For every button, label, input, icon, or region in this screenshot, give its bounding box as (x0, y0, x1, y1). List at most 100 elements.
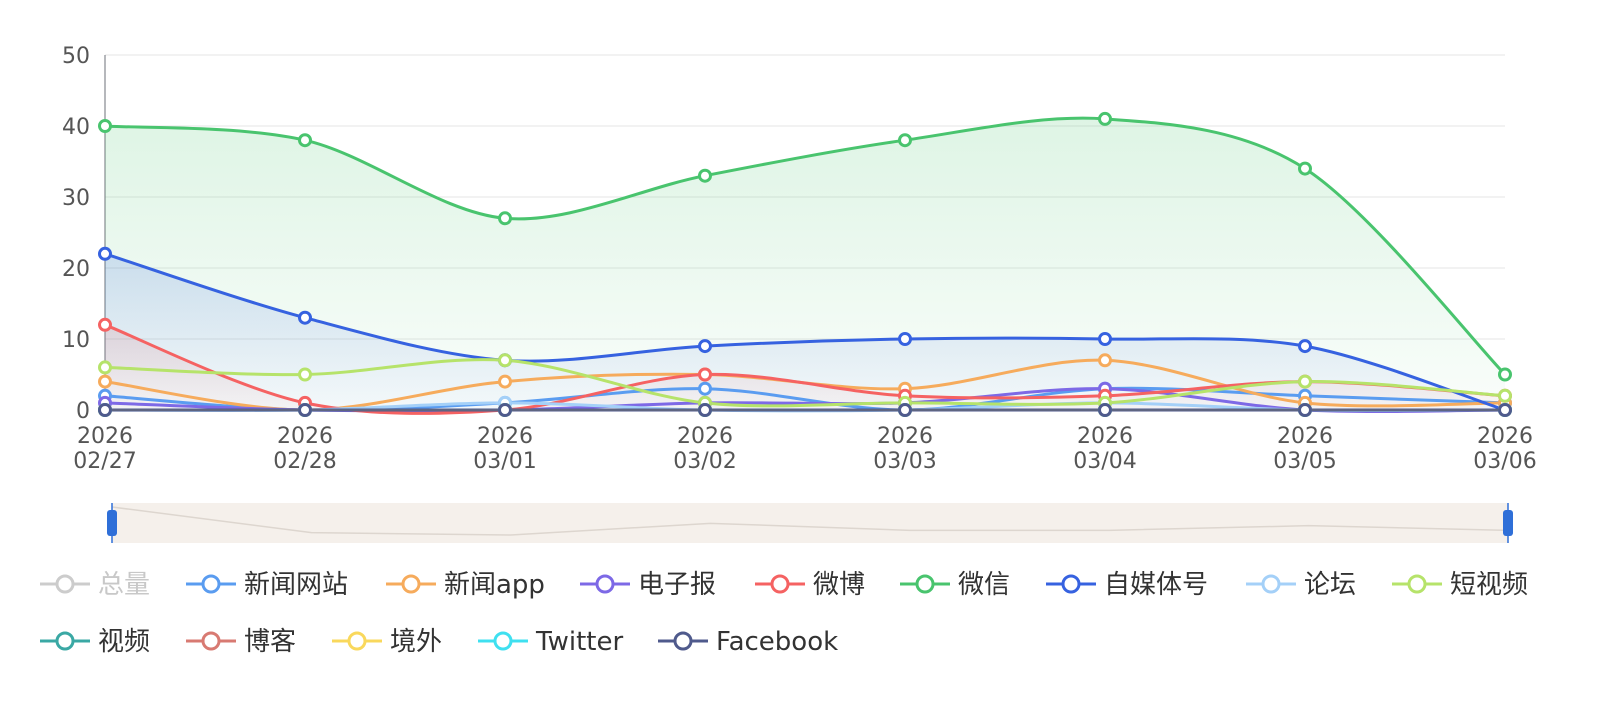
legend-label: 论坛 (1304, 570, 1356, 600)
legend-label: 视频 (98, 627, 150, 657)
legend-label: 自媒体号 (1104, 570, 1208, 600)
legend-item[interactable]: 自媒体号 (1046, 570, 1208, 600)
data-point[interactable] (1298, 403, 1312, 417)
legend-label: Facebook (716, 627, 838, 657)
data-points (98, 111, 1512, 417)
area-5 (105, 118, 1505, 411)
legend-marker-icon (347, 631, 367, 651)
legend-marker-icon (673, 631, 693, 651)
legend-item[interactable]: 微信 (900, 570, 1010, 600)
x-tick-label-line: 2026 (877, 424, 933, 449)
data-point[interactable] (298, 133, 312, 148)
y-axis: 0 10 20 30 40 50 (62, 44, 106, 424)
data-point[interactable] (298, 310, 312, 325)
x-tick-label: 2026 03/04 (1073, 424, 1136, 474)
legend-item[interactable]: Twitter (478, 627, 623, 657)
x-tick-label: 2026 03/03 (873, 424, 936, 474)
x-tick-label-line: 2026 (1077, 424, 1133, 449)
y-tick-label: 0 (76, 399, 90, 424)
y-tick-label: 40 (62, 115, 90, 140)
zoom-handle-left[interactable] (107, 510, 117, 536)
data-point[interactable] (98, 374, 112, 389)
x-tick-label-line: 02/27 (73, 449, 136, 474)
data-point[interactable] (1498, 403, 1512, 417)
data-point[interactable] (1498, 388, 1512, 403)
legend-item[interactable]: 微博 (755, 570, 865, 600)
legend-item[interactable]: 境外 (332, 627, 442, 657)
legend-item[interactable]: 新闻app (386, 570, 545, 600)
legend-marker-icon (401, 574, 421, 594)
legend-label: 总量 (98, 570, 150, 600)
data-point[interactable] (1098, 111, 1112, 126)
data-point[interactable] (298, 403, 312, 417)
data-point[interactable] (98, 360, 112, 375)
legend-marker-icon (595, 574, 615, 594)
data-point[interactable] (698, 381, 712, 396)
x-tick-label-line: 2026 (677, 424, 733, 449)
legend-marker-icon (1061, 574, 1081, 594)
legend-item[interactable]: 论坛 (1246, 570, 1356, 600)
legend-marker-icon (493, 631, 513, 651)
data-point[interactable] (1298, 374, 1312, 389)
x-tick-label-line: 2026 (1477, 424, 1533, 449)
data-point[interactable] (698, 403, 712, 417)
x-tick-label-line: 03/06 (1473, 449, 1536, 474)
x-tick-label: 2026 02/27 (73, 424, 136, 474)
legend-label: 微信 (958, 570, 1010, 600)
legend-item[interactable]: 新闻网站 (186, 570, 348, 600)
data-point[interactable] (1098, 332, 1112, 346)
legend-marker-icon (201, 574, 221, 594)
data-point[interactable] (898, 133, 912, 148)
data-point[interactable] (698, 168, 712, 183)
data-zoom-slider[interactable] (107, 503, 1513, 543)
x-tick-label-line: 03/04 (1073, 449, 1136, 474)
data-point[interactable] (498, 211, 512, 226)
data-point[interactable] (1298, 339, 1312, 354)
legend-label: 博客 (244, 627, 296, 657)
legend-marker-icon (55, 574, 75, 594)
x-tick-label-line: 03/02 (673, 449, 736, 474)
legend-label: Twitter (535, 627, 623, 657)
data-point[interactable] (1498, 367, 1512, 382)
area-6 (105, 253, 1505, 410)
zoom-preview-line (111, 506, 1509, 536)
zoom-track[interactable] (112, 503, 1508, 543)
legend-item[interactable]: 电子报 (580, 570, 716, 600)
data-point[interactable] (1098, 353, 1112, 368)
y-tick-label: 20 (62, 257, 90, 282)
data-point[interactable] (298, 367, 312, 382)
data-point[interactable] (898, 332, 912, 346)
legend-item[interactable]: Facebook (658, 627, 838, 657)
x-tick-label: 2026 03/01 (473, 424, 536, 474)
data-point[interactable] (698, 339, 712, 354)
x-tick-label-line: 03/05 (1273, 449, 1336, 474)
data-point[interactable] (1098, 403, 1112, 417)
legend-label: 新闻网站 (244, 570, 348, 600)
data-point[interactable] (498, 353, 512, 368)
legend-item[interactable]: 博客 (186, 627, 296, 657)
data-point[interactable] (1298, 161, 1312, 176)
data-point[interactable] (498, 403, 512, 417)
data-point[interactable] (698, 367, 712, 382)
data-point[interactable] (898, 403, 912, 417)
data-point[interactable] (498, 374, 512, 389)
data-point[interactable] (98, 246, 112, 261)
legend-item[interactable]: 短视频 (1392, 570, 1528, 600)
x-tick-label-line: 02/28 (273, 449, 336, 474)
x-tick-label-line: 2026 (1277, 424, 1333, 449)
legend-item[interactable]: 视频 (40, 627, 150, 657)
legend-label: 微博 (813, 570, 865, 600)
x-tick-label-line: 2026 (277, 424, 333, 449)
data-point[interactable] (98, 317, 112, 332)
x-tick-label-line: 03/03 (873, 449, 936, 474)
legend-label: 境外 (390, 627, 442, 657)
series-line-8 (104, 358, 1506, 408)
data-point[interactable] (98, 403, 112, 417)
zoom-handle-right[interactable] (1503, 510, 1513, 536)
legend-item[interactable]: 总量 (40, 570, 150, 600)
data-point[interactable] (98, 119, 112, 133)
x-tick-label: 2026 03/02 (673, 424, 736, 474)
